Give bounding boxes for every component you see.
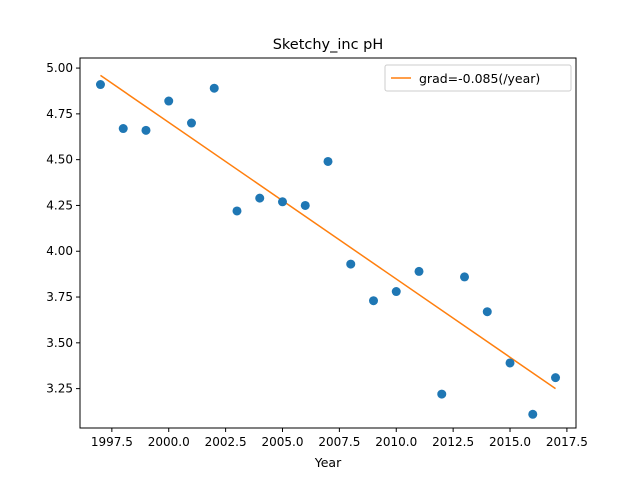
plot-marks [95,74,561,419]
scatter-point [369,296,379,306]
scatter-point [391,287,401,297]
scatter-point [460,272,470,282]
x-axis-label: Year [314,455,342,470]
y-tick-label: 4.75 [46,107,73,121]
y-tick-label: 4.25 [46,198,73,212]
scatter-point [551,373,561,383]
x-tick-label: 2015.0 [489,435,531,449]
y-tick-label: 5.00 [46,61,73,75]
x-tick-label: 2002.5 [205,435,247,449]
scatter-point [209,83,219,93]
scatter-point [277,197,287,207]
scatter-point [414,266,424,276]
fit-line [100,74,556,390]
scatter-point [437,389,447,399]
x-tick-label: 2012.5 [432,435,474,449]
scatter-point [164,96,174,106]
legend-label: grad=-0.085(/year) [419,71,540,86]
scatter-point [232,206,242,216]
x-tick-label: 2005.0 [261,435,303,449]
x-tick-label: 2017.5 [546,435,588,449]
x-tick-label: 2010.0 [375,435,417,449]
scatter-point [141,125,151,135]
legend-box [384,64,572,92]
x-tick-label: 1997.5 [91,435,133,449]
y-axis-ticks: 3.25 3.50 3.75 4.00 4.25 4.50 4.75 5.00 [46,61,80,396]
scatter-point [505,358,515,368]
y-tick-label: 4.00 [46,244,73,258]
scatter-point [118,124,128,134]
y-tick-label: 3.50 [46,336,73,350]
scatter-point [300,200,310,210]
scatter-point [186,118,196,128]
scatter-point [95,80,105,90]
y-tick-label: 4.50 [46,153,73,167]
scatter-point [528,409,538,419]
chart-title: Sketchy_inc pH [273,37,384,53]
plot-frame [79,57,577,429]
scatter-point [346,259,356,269]
x-tick-label: 2000.0 [148,435,190,449]
scatter-point [323,156,333,166]
x-axis-ticks: 1997.5 2000.0 2002.5 2005.0 2007.5 2010.0 2012… [91,428,588,449]
x-tick-label: 2007.5 [318,435,360,449]
scatter-point [482,307,492,317]
legend: grad=-0.085(/year) [384,64,572,92]
y-tick-label: 3.75 [46,290,73,304]
y-tick-label: 3.25 [46,382,73,396]
scatter-point [255,193,265,203]
